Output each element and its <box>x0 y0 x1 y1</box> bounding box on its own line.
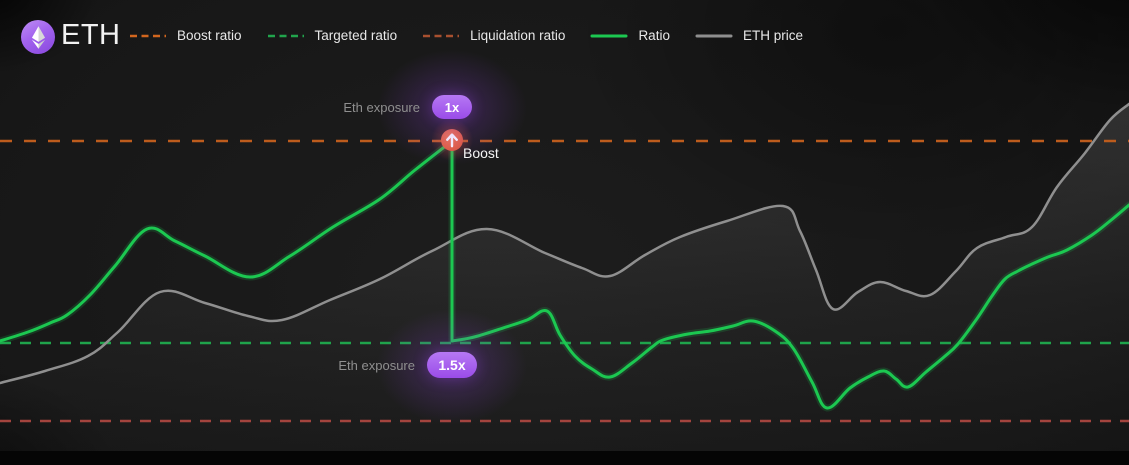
bottom-strip <box>0 451 1129 465</box>
legend-item-targeted-ratio[interactable]: Targeted ratio <box>267 28 398 43</box>
legend-label: Ratio <box>638 28 670 43</box>
legend-label: ETH price <box>742 28 803 43</box>
legend-label: Liquidation ratio <box>470 28 566 43</box>
exposure-badge-1-5x: 1.5x <box>427 352 477 378</box>
eth-exposure-label: Eth exposure <box>338 357 415 373</box>
ethereum-diamond-icon <box>31 25 45 49</box>
legend-item-boost-ratio[interactable]: Boost ratio <box>129 28 242 43</box>
targeted-ratio-swatch-icon <box>267 34 304 37</box>
legend-item-eth-price[interactable]: ETH price <box>695 28 803 43</box>
boost-ratio-swatch-icon <box>130 34 166 37</box>
legend-item-ratio[interactable]: Ratio <box>590 28 670 43</box>
legend-item-liquidation-ratio[interactable]: Liquidation ratio <box>422 28 565 43</box>
arrow-up-icon <box>446 133 458 148</box>
legend-label: Targeted ratio <box>314 28 398 43</box>
chart-header: ETH Boost ratio Targeted ratio Liquidati… <box>0 0 1129 60</box>
eth-exposure-annotation-bottom: Eth exposure 1.5x <box>300 352 477 378</box>
boost-label: Boost <box>463 145 499 161</box>
legend-label: Boost ratio <box>177 28 242 43</box>
eth-exposure-annotation-top: Eth exposure 1x <box>300 95 472 119</box>
ethereum-icon <box>21 20 55 54</box>
ratio-swatch-icon <box>590 34 628 37</box>
chart-legend: Boost ratio Targeted ratio Liquidation r… <box>129 28 803 43</box>
liquidation-ratio-swatch-icon <box>423 34 460 37</box>
eth-price-swatch-icon <box>695 34 733 37</box>
exposure-badge-1x: 1x <box>432 95 472 119</box>
asset-title: ETH <box>61 19 121 51</box>
eth-exposure-label: Eth exposure <box>343 99 420 115</box>
